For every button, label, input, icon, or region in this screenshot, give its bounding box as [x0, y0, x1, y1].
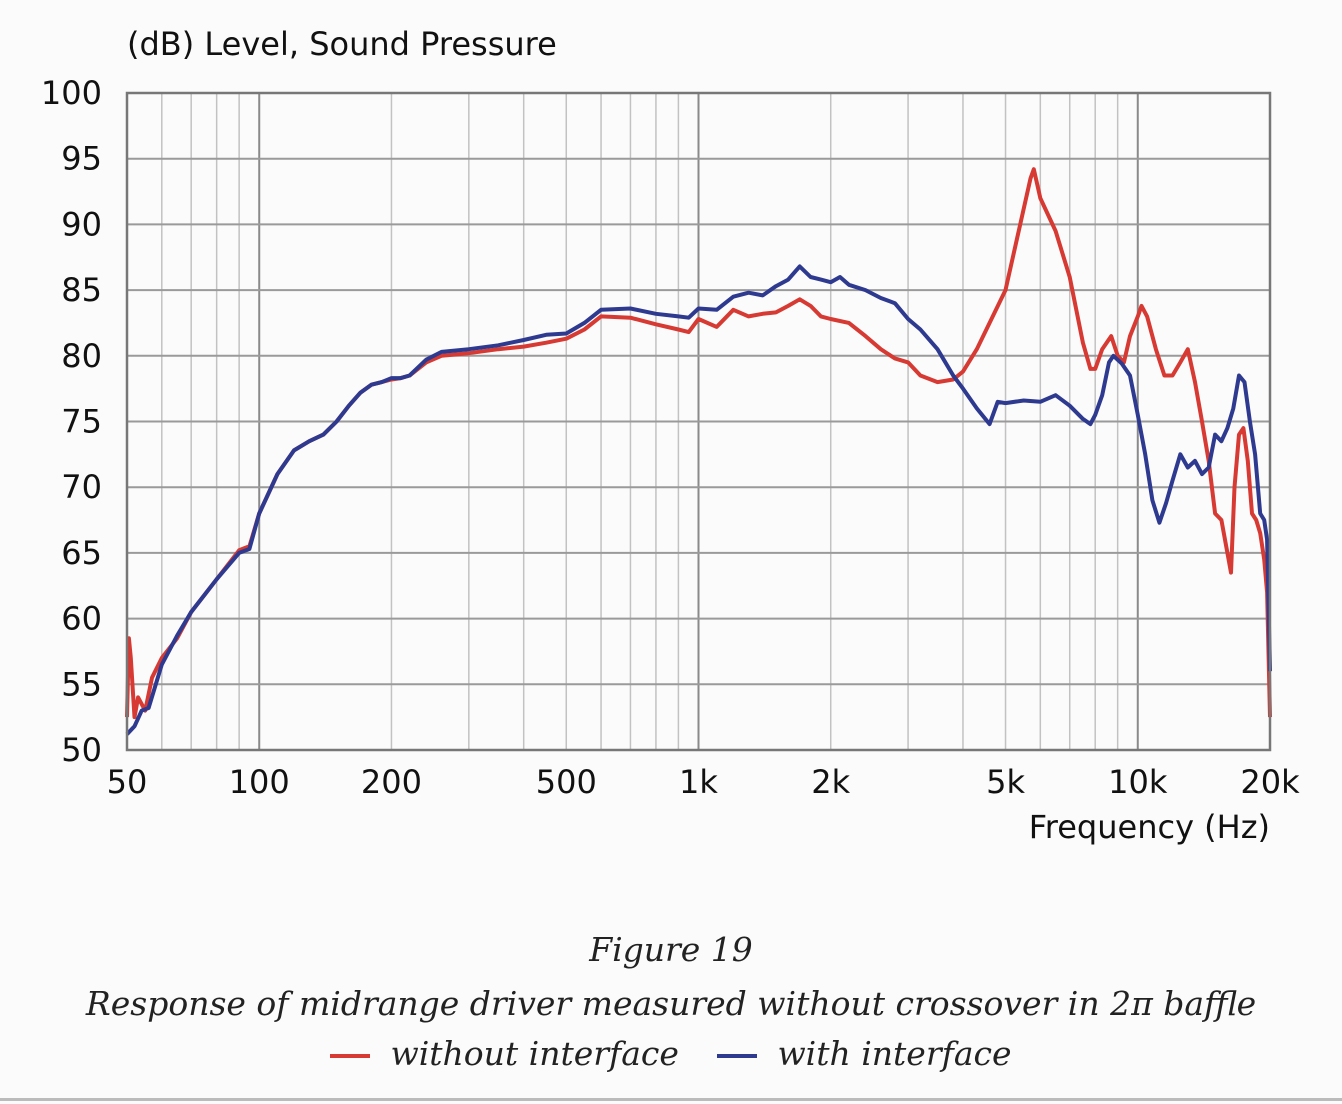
- bottom-rule: [0, 1098, 1342, 1101]
- y-tick-label: 80: [61, 337, 102, 375]
- legend-swatch-without-interface: [330, 1054, 371, 1058]
- x-tick-label: 200: [361, 763, 422, 801]
- frequency-response-chart: (dB) Level, Sound Pressure 50 55 60 65 70 75 8…: [41, 25, 1300, 846]
- y-tick-label: 60: [61, 600, 102, 638]
- y-tick-label: 50: [61, 731, 102, 769]
- y-tick-labels: 50 55 60 65 70 75 80 85 90 95 100: [41, 74, 102, 769]
- legend-item-with-interface: with interface: [717, 1034, 1012, 1073]
- grid: [127, 93, 1270, 750]
- legend-item-without-interface: without interface: [330, 1034, 679, 1073]
- legend: without interface with interface: [0, 1034, 1342, 1073]
- y-tick-label: 90: [61, 205, 102, 243]
- y-tick-label: 85: [61, 271, 102, 309]
- legend-label: with interface: [777, 1034, 1012, 1073]
- x-tick-labels: 50 100 200 500 1k 2k 5k 10k 20k: [107, 763, 1300, 801]
- x-tick-label: 2k: [811, 763, 850, 801]
- x-tick-label: 500: [536, 763, 597, 801]
- figure-description: Response of midrange driver measured wit…: [85, 984, 1257, 1023]
- x-tick-label: 10k: [1108, 763, 1168, 801]
- figure-number: Figure 19: [589, 930, 753, 969]
- legend-swatch-with-interface: [717, 1054, 758, 1058]
- y-tick-label: 100: [41, 74, 102, 112]
- series-line-with-interface: [125, 264, 1272, 736]
- x-tick-label: 20k: [1240, 763, 1300, 801]
- y-tick-label: 70: [61, 468, 102, 506]
- plot-frame: [125, 91, 1272, 752]
- series-layer: [125, 167, 1272, 736]
- x-axis-title: Frequency (Hz): [1029, 808, 1270, 846]
- x-tick-label: 5k: [986, 763, 1025, 801]
- x-tick-label: 100: [229, 763, 290, 801]
- y-axis-title: (dB) Level, Sound Pressure: [127, 25, 557, 63]
- y-tick-label: 95: [61, 140, 102, 178]
- x-tick-label: 50: [107, 763, 148, 801]
- y-tick-label: 55: [61, 665, 102, 703]
- y-tick-label: 75: [61, 403, 102, 441]
- y-tick-label: 65: [61, 534, 102, 572]
- legend-label: without interface: [390, 1034, 679, 1073]
- x-tick-label: 1k: [679, 763, 718, 801]
